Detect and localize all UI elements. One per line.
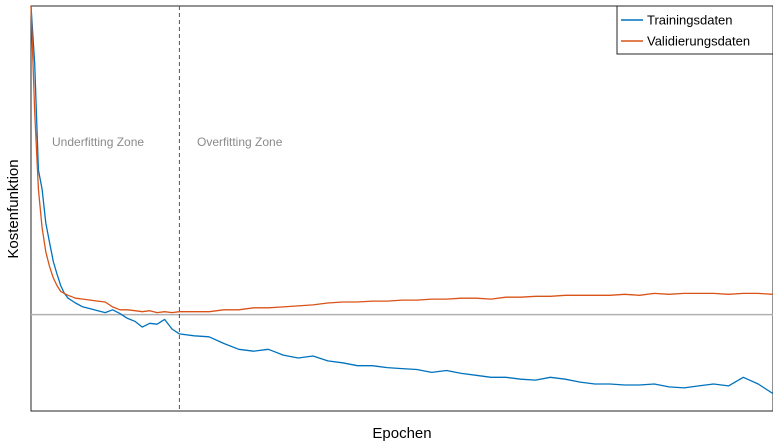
series-line-trainingsdaten: [30, 5, 773, 395]
x-axis-label: Epochen: [372, 425, 431, 442]
underfitting-zone-label: Underfitting Zone: [52, 135, 144, 149]
legend-label-validierungsdaten: Validierungsdaten: [647, 34, 750, 49]
series-line-validierungsdaten: [30, 5, 773, 314]
plot-area: [30, 5, 773, 412]
legend-label-trainingsdaten: Trainingsdaten: [647, 13, 733, 28]
legend: Trainingsdaten Validierungsdaten: [616, 5, 773, 55]
series-layer: [30, 5, 773, 395]
overfitting-zone-label: Overfitting Zone: [197, 135, 283, 149]
legend-box: [616, 5, 773, 55]
y-axis-label: Kostenfunktion: [5, 159, 22, 258]
